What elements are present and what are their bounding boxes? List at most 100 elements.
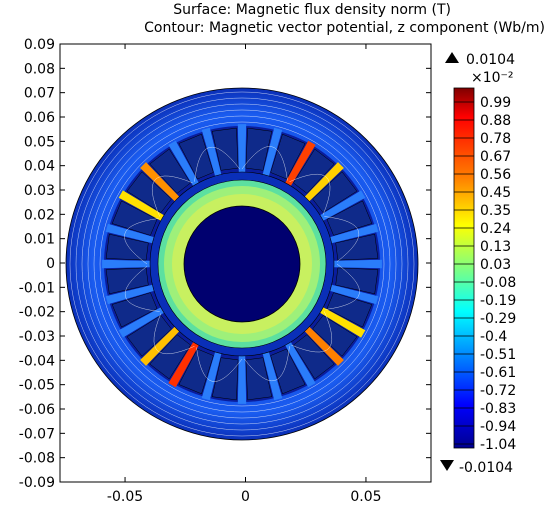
stator-slot: [326, 200, 373, 236]
colorbar-tick-label: 0.88: [480, 113, 511, 129]
colorbar-tick-label: -0.94: [480, 419, 516, 435]
y-tick-label: 0.08: [24, 61, 55, 77]
colorbar-tick-label: 0.13: [480, 239, 511, 255]
colorbar-tick-label: -0.83: [480, 401, 516, 417]
y-tick-label: 0.01: [24, 232, 55, 248]
y-tick-label: -0.02: [19, 305, 55, 321]
stator-tooth: [102, 259, 151, 269]
contour-line: [324, 216, 359, 262]
stator-slot: [178, 348, 214, 395]
colorbar-exponent: ×10⁻²: [471, 70, 514, 86]
y-tick-label: -0.04: [19, 353, 55, 369]
y-tick-label: -0.08: [19, 451, 55, 467]
y-tick-label: -0.03: [19, 329, 55, 345]
colorbar-max-label: 0.0104: [466, 52, 515, 68]
stator-tooth: [304, 162, 344, 202]
colorbar-tick-label: -0.08: [480, 275, 516, 291]
stator-slot: [293, 334, 335, 380]
colorbar-tick-label: 0.56: [480, 167, 511, 183]
contour-line: [194, 147, 240, 182]
colorbar-gradient: [453, 87, 475, 449]
contour-line: [69, 91, 415, 437]
y-tick-label: -0.01: [19, 280, 55, 296]
contour-line: [124, 218, 159, 265]
stator-tooth: [330, 284, 379, 305]
max-triangle-icon: [445, 52, 459, 63]
stator-tooth: [140, 162, 180, 202]
stator-slot: [326, 292, 373, 328]
colorbar-tick-label: 0.03: [480, 257, 511, 273]
stator-teeth: [102, 124, 382, 404]
colorbar-tick-label: -0.72: [480, 383, 516, 399]
stator-tooth: [262, 127, 283, 176]
y-tick-label: -0.05: [19, 378, 55, 394]
stator-tooth: [330, 223, 379, 244]
stator-tooth: [285, 342, 316, 388]
contour-line: [99, 121, 385, 407]
x-axis: -0.05 0 0.05: [107, 44, 382, 505]
stator-tooth: [262, 352, 283, 401]
x-tick-label: 0.05: [350, 489, 381, 505]
stator-tooth: [237, 355, 247, 404]
y-tick-label: -0.09: [19, 475, 55, 491]
stator-slot: [245, 127, 273, 171]
stator-tooth: [105, 284, 154, 305]
stator-slot: [270, 133, 306, 180]
min-triangle-icon: [440, 460, 454, 471]
stator-slot: [126, 315, 172, 357]
colorbar-tick-label: 0.45: [480, 185, 511, 201]
stator-slot: [293, 148, 335, 194]
colorbar-tick-label: -0.29: [480, 311, 516, 327]
contour-line: [289, 173, 331, 215]
stator-slot: [126, 171, 172, 213]
stator-tooth: [118, 190, 164, 221]
stator-slot: [178, 133, 214, 180]
colorbar-tick-label: -0.51: [480, 347, 516, 363]
stator-tooth: [201, 127, 222, 176]
contour-line: [125, 266, 160, 312]
stator-tooth: [201, 352, 222, 401]
colorbar-tick-label: 0.78: [480, 131, 511, 147]
colorbar-min-label: -0.0104: [459, 460, 513, 476]
y-tick-label: 0.02: [24, 207, 55, 223]
y-tick-label: 0.03: [24, 183, 55, 199]
colorbar: 0.0104 ×10⁻² 0.99 0.88 0.78 0.67 0.56 0.45 0.3…: [440, 52, 516, 476]
contour-line: [75, 97, 409, 431]
contour-line: [244, 346, 290, 381]
contour-line: [325, 263, 360, 310]
contour-line: [151, 175, 193, 217]
stator-tooth: [320, 307, 366, 338]
contour-lines: [69, 91, 415, 437]
stator-tooth: [304, 326, 344, 366]
colorbar-tick-label: -0.4: [480, 329, 507, 345]
contour-line: [196, 347, 243, 382]
stator-slot: [270, 348, 306, 395]
contour-line: [241, 146, 288, 181]
stator-slots: [105, 127, 379, 401]
colorbar-tick-label: 0.99: [480, 95, 511, 111]
y-tick-label: 0.06: [24, 110, 55, 126]
colorbar-tick-label: -0.61: [480, 365, 516, 381]
stator-tooth: [118, 307, 164, 338]
stator-slot: [335, 267, 379, 295]
colorbar-tick-label: -1.04: [480, 437, 516, 453]
colorbar-tick-label: 0.24: [480, 221, 511, 237]
colorbar-tick-label: 0.67: [480, 149, 511, 165]
y-axis: 0.09 0.08 0.07 0.06 0.05 0.04 0.03 0.02 0.01 0 -0.…: [19, 37, 431, 491]
contour-line: [153, 313, 195, 355]
stator-tooth: [237, 124, 247, 173]
contour-line: [87, 109, 397, 419]
stator-tooth: [320, 190, 366, 221]
colorbar-tick-label: 0.35: [480, 203, 511, 219]
x-tick-label: 0: [241, 489, 250, 505]
contour-line: [93, 115, 391, 413]
stator-slot: [312, 171, 358, 213]
colorbar-tick-label: -0.19: [480, 293, 516, 309]
motor-plot: [65, 87, 419, 441]
stator-tooth: [105, 223, 154, 244]
stator-tooth: [285, 140, 316, 186]
y-tick-label: 0.09: [24, 37, 55, 53]
stator-tooth: [168, 140, 199, 186]
contour-title: Contour: Magnetic vector potential, z co…: [144, 20, 545, 36]
